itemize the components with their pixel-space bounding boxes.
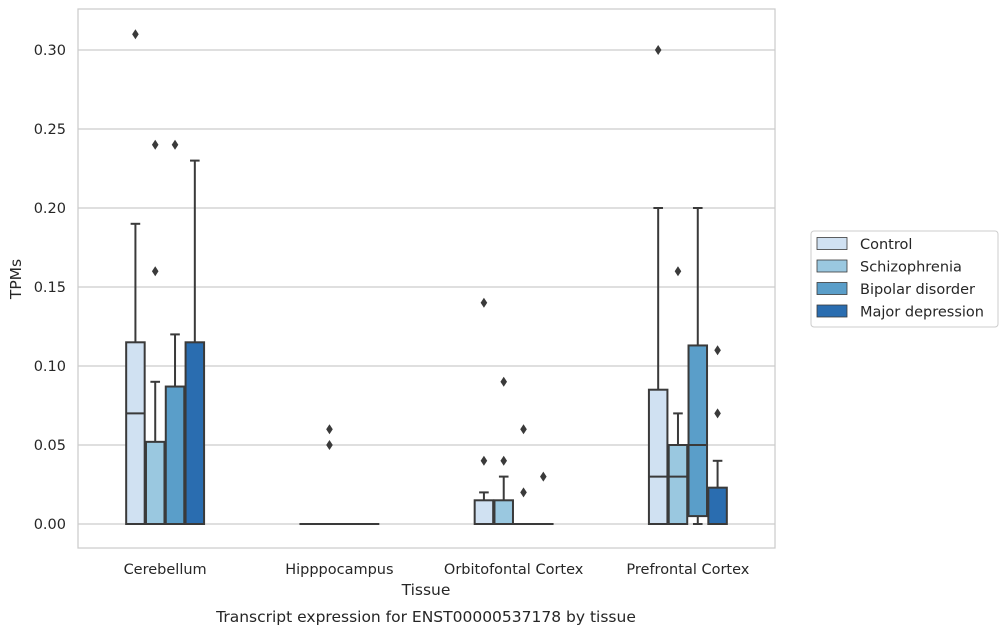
chart-caption: Transcript expression for ENST0000053717… — [215, 608, 636, 626]
y-tick-label: 0.05 — [34, 438, 66, 454]
box-iqr — [687, 344, 709, 518]
y-axis-ticks: 0.00 0.05 0.10 0.15 0.20 0.25 0.30 — [34, 43, 66, 533]
outlier-point — [151, 139, 159, 150]
legend: Control Schizophrenia Bipolar disorder Majo… — [810, 230, 999, 328]
outliers — [132, 29, 721, 498]
box-iqr — [184, 341, 206, 525]
outlier-point — [480, 455, 488, 466]
box-bipolar-disorder — [687, 207, 709, 525]
box-schizophrenia — [667, 412, 689, 525]
box-iqr — [647, 388, 669, 526]
legend-swatch — [816, 304, 848, 318]
plot-area-frame — [77, 8, 776, 549]
box-major-depression — [184, 159, 206, 525]
outlier-point — [151, 266, 159, 277]
boxes — [125, 159, 728, 526]
legend-swatch — [816, 237, 848, 250]
x-tick-label: Orbitofontal Cortex — [444, 562, 584, 578]
outlier-point — [654, 45, 662, 55]
box-iqr — [125, 341, 146, 525]
legend-label: Major depression — [860, 305, 984, 321]
box-iqr — [493, 499, 514, 525]
x-axis-title: Tissue — [401, 581, 451, 599]
y-tick-label: 0.15 — [34, 280, 66, 296]
outlier-point — [520, 424, 527, 435]
box-iqr — [667, 444, 689, 525]
y-tick-label: 0.20 — [34, 201, 66, 217]
x-axis-ticks: Cerebellum Hipppocampus Orbitofontal Corte… — [124, 562, 750, 578]
outlier-point — [132, 29, 139, 40]
x-tick-label: Cerebellum — [124, 562, 207, 578]
legend-frame — [810, 230, 999, 328]
outlier-point — [714, 408, 721, 419]
outlier-point — [540, 471, 547, 482]
y-tick-label: 0.00 — [34, 517, 66, 533]
box-control — [473, 491, 495, 525]
y-tick-label: 0.25 — [34, 122, 66, 138]
x-tick-label: Hipppocampus — [285, 562, 393, 578]
outlier-point — [171, 139, 179, 150]
outlier-point — [326, 424, 333, 435]
outlier-point — [714, 345, 721, 356]
box-iqr — [164, 385, 186, 526]
legend-swatch — [816, 282, 848, 295]
legend-label: Schizophrenia — [860, 260, 962, 276]
legend-label: Bipolar disorder — [860, 282, 975, 298]
y-tick-label: 0.10 — [34, 359, 66, 375]
box-iqr — [707, 486, 728, 526]
outlier-point — [480, 297, 488, 308]
box-iqr — [144, 440, 166, 525]
outlier-point — [500, 376, 508, 387]
box-schizophrenia — [493, 475, 514, 525]
outlier-point — [674, 266, 682, 277]
box-control — [125, 222, 146, 525]
box-bipolar-disorder — [164, 333, 186, 526]
y-axis-title: TPMs — [7, 259, 25, 300]
box-major-depression — [707, 459, 728, 526]
y-tick-label: 0.30 — [34, 43, 66, 59]
legend-swatch — [816, 259, 848, 273]
x-tick-label: Prefrontal Cortex — [626, 562, 749, 578]
legend-label: Control — [860, 237, 912, 253]
outlier-point — [500, 455, 508, 466]
box-control — [647, 207, 669, 526]
outlier-point — [520, 487, 527, 498]
outlier-point — [326, 440, 333, 450]
box-iqr — [473, 499, 495, 525]
box-schizophrenia — [144, 380, 166, 525]
